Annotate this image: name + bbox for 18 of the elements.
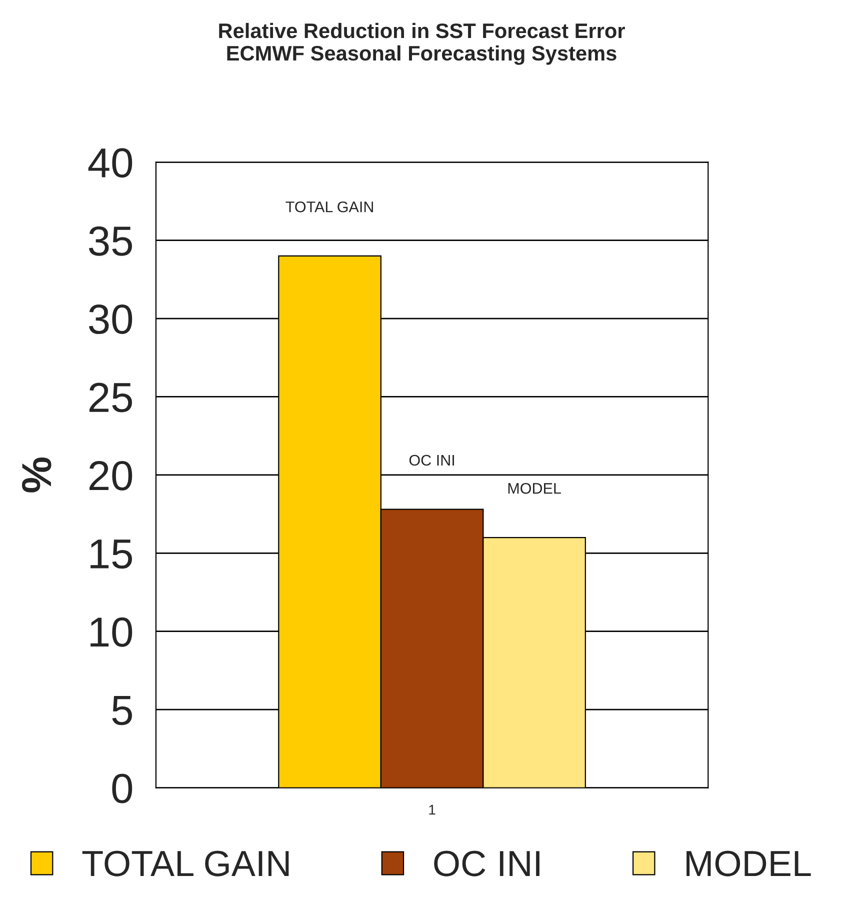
y-tick-label: 10 xyxy=(90,617,132,647)
legend-label: TOTAL GAIN xyxy=(82,850,289,876)
text: MODEL xyxy=(508,483,561,494)
y-tick-label: 0 xyxy=(112,774,132,804)
chart-title: Relative Reduction in SST Forecast Error ECMWF Seasonal Forecasting Systems xyxy=(219,22,625,65)
x-tick-label: 1 xyxy=(429,804,436,814)
y-tick-label: 30 xyxy=(88,304,132,334)
text: TOTAL GAIN xyxy=(286,201,373,212)
y-tick-label: 20 xyxy=(89,460,132,490)
legend-label: MODEL xyxy=(686,850,811,876)
legend-label: OC INI xyxy=(434,850,540,876)
text: OC INI xyxy=(409,454,454,466)
y-axis-title: % xyxy=(22,458,52,492)
y-tick-label: 25 xyxy=(89,382,132,412)
y-tick-label: 35 xyxy=(88,226,132,256)
y-tick-label: 40 xyxy=(88,148,132,178)
y-tick-label: 5 xyxy=(112,696,132,726)
y-tick-label: 15 xyxy=(90,540,132,569)
